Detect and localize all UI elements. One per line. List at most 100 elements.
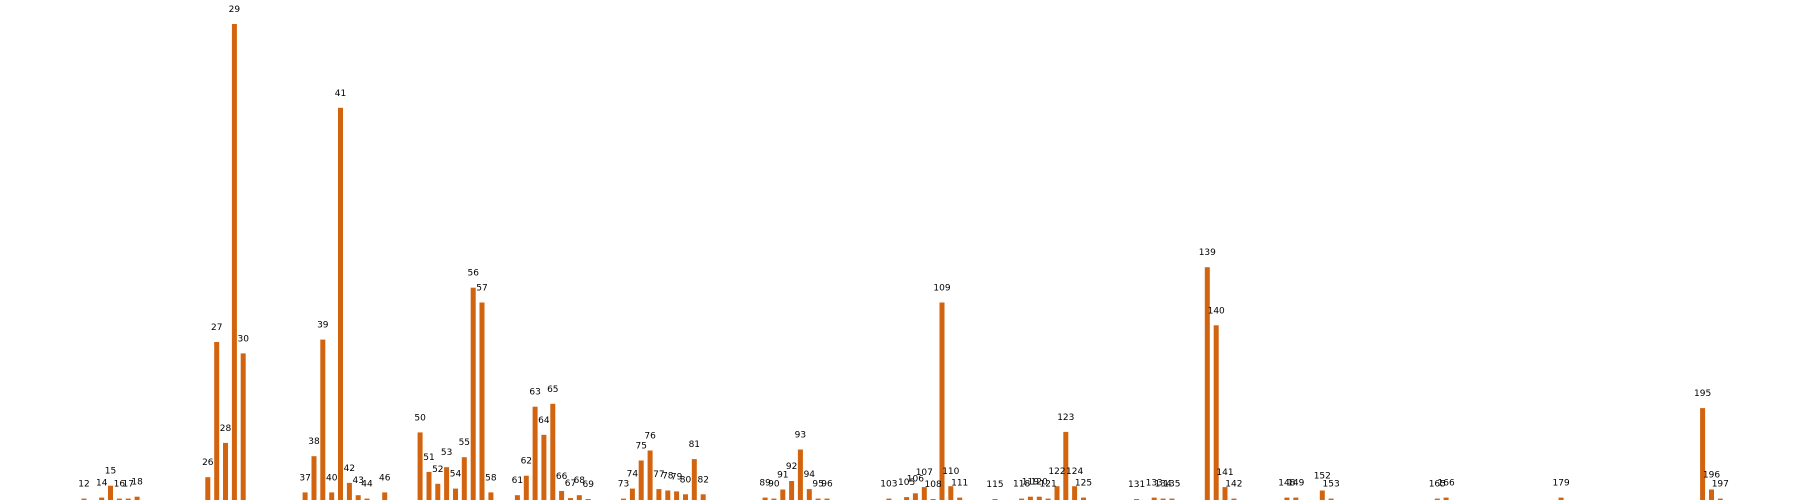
bar-82 <box>700 494 706 500</box>
bar-15 <box>108 485 113 500</box>
bar-80 <box>683 494 688 500</box>
bar-label-109: 109 <box>933 284 950 294</box>
bar-66 <box>559 491 565 500</box>
bar-106 <box>912 493 918 500</box>
bar-63 <box>532 406 538 500</box>
bar-165 <box>1434 498 1440 500</box>
bar-81 <box>691 459 697 500</box>
bar-91 <box>780 489 786 500</box>
bar-label-64: 64 <box>538 416 550 426</box>
bar-118 <box>1019 498 1025 500</box>
bar-label-52: 52 <box>432 465 443 475</box>
bar-17 <box>125 498 131 500</box>
bar-label-119: 119 <box>1022 478 1039 488</box>
bar-149 <box>1293 497 1299 500</box>
bar-label-15: 15 <box>105 467 116 477</box>
bar-label-111: 111 <box>951 479 968 489</box>
bar-label-149: 149 <box>1287 479 1304 489</box>
bars-group <box>81 24 1723 500</box>
bar-label-131: 131 <box>1128 480 1145 490</box>
bar-label-122: 122 <box>1048 467 1065 477</box>
bar-label-153: 153 <box>1323 480 1340 490</box>
bar-label-76: 76 <box>644 432 656 442</box>
bar-94 <box>806 489 812 500</box>
bar-label-103: 103 <box>880 480 897 490</box>
bar-27 <box>214 342 220 500</box>
bar-124 <box>1072 486 1078 500</box>
bar-label-53: 53 <box>441 448 452 458</box>
bar-125 <box>1081 497 1086 500</box>
bar-label-115: 115 <box>986 480 1003 490</box>
bar-14 <box>99 497 105 500</box>
bar-93 <box>797 449 803 500</box>
bar-43 <box>355 495 361 500</box>
bar-label-40: 40 <box>326 473 338 483</box>
bar-50 <box>417 432 423 500</box>
bar-107 <box>921 487 927 500</box>
bar-label-54: 54 <box>450 470 462 480</box>
bar-label-118: 118 <box>1013 480 1030 490</box>
bar-label-18: 18 <box>131 478 143 488</box>
bar-152 <box>1319 490 1325 500</box>
bar-label-12: 12 <box>78 480 89 490</box>
bar-label-142: 142 <box>1225 480 1242 490</box>
bar-label-197: 197 <box>1712 480 1729 490</box>
bar-96 <box>824 498 830 500</box>
bar-label-66: 66 <box>556 472 568 482</box>
bar-label-166: 166 <box>1438 479 1455 489</box>
bar-label-141: 141 <box>1216 468 1233 478</box>
bar-label-68: 68 <box>574 476 586 486</box>
bar-label-139: 139 <box>1199 248 1216 258</box>
bar-label-46: 46 <box>379 473 391 483</box>
bar-label-78: 78 <box>662 472 674 482</box>
bar-label-125: 125 <box>1075 479 1092 489</box>
bar-77 <box>656 489 662 500</box>
bar-56 <box>470 287 476 500</box>
bar-197 <box>1717 498 1723 500</box>
bar-61 <box>514 495 520 500</box>
bar-65 <box>550 403 556 500</box>
bar-label-27: 27 <box>211 323 222 333</box>
bar-95 <box>815 498 821 500</box>
bar-label-105: 105 <box>898 478 915 488</box>
bar-label-94: 94 <box>804 470 816 480</box>
bar-76 <box>647 450 653 500</box>
bar-121 <box>1045 498 1051 500</box>
bar-123 <box>1063 431 1069 500</box>
bar-140 <box>1213 325 1219 500</box>
bar-153 <box>1328 498 1334 500</box>
bar-73 <box>621 498 626 500</box>
bar-label-108: 108 <box>925 480 942 490</box>
bar-label-55: 55 <box>459 438 470 448</box>
bar-196 <box>1709 489 1714 500</box>
bar-label-67: 67 <box>565 479 576 489</box>
bar-label-56: 56 <box>467 269 479 279</box>
bar-label-79: 79 <box>671 472 683 482</box>
bar-92 <box>789 481 795 500</box>
bar-29 <box>231 24 237 500</box>
bar-122 <box>1054 486 1060 500</box>
bar-37 <box>302 492 308 500</box>
bar-44 <box>364 498 370 500</box>
bar-16 <box>116 498 122 500</box>
bar-label-148: 148 <box>1278 479 1295 489</box>
bar-label-107: 107 <box>916 468 933 478</box>
bar-148 <box>1284 497 1290 500</box>
bar-label-65: 65 <box>547 385 558 395</box>
bar-18 <box>134 496 140 500</box>
bar-label-38: 38 <box>308 437 320 447</box>
bar-103 <box>886 498 892 500</box>
bar-195 <box>1700 408 1706 500</box>
bar-64 <box>541 434 547 500</box>
bar-label-123: 123 <box>1057 413 1074 423</box>
bar-135 <box>1169 498 1175 500</box>
bar-142 <box>1231 498 1237 500</box>
bar-58 <box>488 492 494 500</box>
bar-109 <box>939 302 945 500</box>
bar-75 <box>638 460 644 500</box>
bar-label-106: 106 <box>907 474 924 484</box>
bar-label-44: 44 <box>361 480 373 490</box>
bar-label-30: 30 <box>237 334 249 344</box>
bar-label-110: 110 <box>942 467 959 477</box>
